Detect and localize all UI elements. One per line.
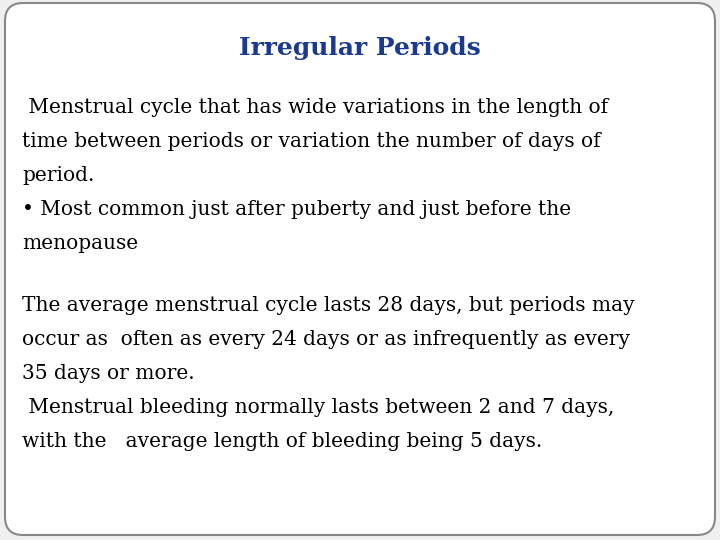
Text: 35 days or more.: 35 days or more. [22, 364, 194, 383]
FancyBboxPatch shape [5, 3, 715, 535]
Text: with the   average length of bleeding being 5 days.: with the average length of bleeding bein… [22, 432, 542, 451]
Text: Menstrual cycle that has wide variations in the length of: Menstrual cycle that has wide variations… [22, 98, 608, 117]
Text: • Most common just after puberty and just before the: • Most common just after puberty and jus… [22, 200, 571, 219]
Text: The average menstrual cycle lasts 28 days, but periods may: The average menstrual cycle lasts 28 day… [22, 296, 634, 315]
Text: period.: period. [22, 166, 94, 185]
Text: occur as  often as every 24 days or as infrequently as every: occur as often as every 24 days or as in… [22, 330, 630, 349]
Text: Irregular Periods: Irregular Periods [239, 36, 481, 60]
Text: Menstrual bleeding normally lasts between 2 and 7 days,: Menstrual bleeding normally lasts betwee… [22, 398, 614, 417]
Text: menopause: menopause [22, 234, 138, 253]
Text: time between periods or variation the number of days of: time between periods or variation the nu… [22, 132, 600, 151]
